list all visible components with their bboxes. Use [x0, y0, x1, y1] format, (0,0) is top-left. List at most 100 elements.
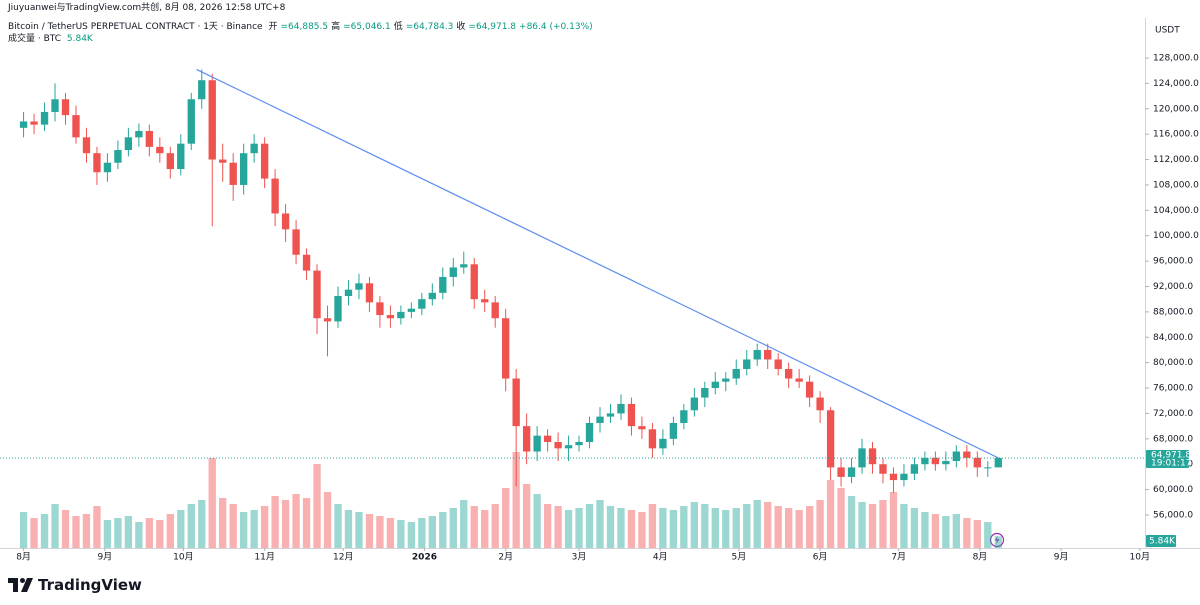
volume-bar — [952, 514, 961, 548]
candle-body — [260, 143, 269, 179]
y-tick-label: 76,000.0 — [1153, 384, 1193, 394]
volume-bar — [355, 512, 363, 548]
candle-body — [606, 413, 615, 417]
volume-bar — [250, 510, 258, 548]
volume-bar — [575, 508, 583, 548]
volume-bar — [585, 504, 594, 548]
candle-body — [386, 315, 395, 319]
brand[interactable]: TradingView — [38, 576, 142, 594]
alert-bolt[interactable] — [994, 535, 1000, 545]
currency-label: USDT — [1155, 26, 1180, 36]
volume-bar — [19, 512, 28, 548]
volume-bar — [418, 518, 426, 548]
candle-body — [868, 448, 877, 465]
candle-body — [82, 137, 91, 154]
volume-bar — [837, 488, 845, 548]
candle-body — [984, 467, 992, 469]
volume-label-box — [1146, 535, 1176, 547]
candle-body — [659, 438, 667, 449]
y-tick-label: 92,000.0 — [1153, 282, 1193, 292]
volume-bar — [994, 536, 1002, 548]
volume-bar — [774, 506, 782, 548]
volume-name: 成交量 · BTC — [8, 34, 62, 44]
ohlc-value: =64,885.5 — [280, 22, 329, 32]
last-price-box — [1146, 450, 1189, 469]
y-tick-label: 84,000.0 — [1153, 333, 1193, 343]
candle-body — [722, 378, 730, 382]
candle-body — [784, 369, 793, 379]
volume-bar — [30, 518, 38, 548]
volume-bar — [386, 518, 395, 548]
volume-bar — [764, 502, 772, 548]
y-tick-label: 128,000.0 — [1153, 53, 1199, 63]
volume-bar — [407, 522, 416, 548]
x-tick-label: 3月 — [572, 552, 587, 563]
volume-bar — [711, 508, 719, 548]
ohlc-value: =64,971.8 — [468, 22, 517, 32]
volume-bar — [596, 500, 604, 548]
x-tick-label: 2月 — [498, 552, 513, 563]
logo-icon[interactable] — [8, 577, 34, 593]
candle-body — [963, 451, 971, 458]
alert-icon[interactable] — [989, 532, 1005, 548]
candle-body — [449, 267, 457, 277]
candle-body — [156, 146, 164, 154]
candle-body — [638, 426, 646, 430]
x-tick-label: 11月 — [254, 552, 274, 563]
y-tick-label: 108,000.0 — [1153, 180, 1199, 190]
volume-bar — [114, 518, 122, 548]
candle-body — [114, 150, 122, 163]
candle-body — [302, 254, 311, 271]
x-tick-label: 10月 — [173, 552, 193, 563]
candle-body — [764, 349, 772, 360]
candle-body — [407, 308, 416, 312]
candle-body — [900, 473, 908, 481]
x-tick-label: 9月 — [97, 552, 112, 563]
y-tick-label: 96,000.0 — [1153, 257, 1193, 267]
volume-bar — [313, 464, 321, 548]
volume-bars — [19, 452, 1002, 548]
x-tick-label: 8月 — [16, 552, 31, 563]
candle-body — [910, 464, 919, 474]
candle-body — [481, 299, 489, 303]
y-tick-label: 80,000.0 — [1153, 358, 1193, 368]
volume-bar — [554, 506, 562, 548]
volume-bar — [984, 522, 992, 548]
volume-bar — [638, 512, 646, 548]
y-tick-label: 68,000.0 — [1153, 434, 1193, 444]
candle-body — [575, 442, 583, 446]
candle-body — [627, 403, 636, 427]
volume-bar — [302, 498, 311, 548]
x-tick-label: 4月 — [653, 552, 668, 563]
candle-body — [648, 429, 657, 449]
candle-body — [219, 159, 227, 163]
volume-bar — [910, 508, 919, 548]
candle-body — [376, 302, 384, 316]
candle-body — [281, 213, 290, 230]
candle-body — [198, 80, 206, 100]
volume-bar — [145, 518, 154, 548]
volume-bar — [816, 500, 824, 548]
x-tick-label: 7月 — [891, 552, 906, 563]
ohlc-key: 高 — [331, 22, 341, 32]
volume-bar — [743, 504, 751, 548]
candle-body — [323, 318, 332, 322]
volume-bar — [240, 512, 248, 548]
candle-body — [533, 435, 541, 452]
candle-body — [313, 270, 321, 319]
volume-bar — [51, 504, 59, 548]
x-tick-label: 6月 — [813, 552, 828, 563]
candle-body — [795, 378, 803, 382]
y-tick-label: 116,000.0 — [1153, 130, 1199, 140]
candle-body — [502, 318, 510, 379]
volume-bar — [617, 508, 625, 548]
candle-body — [72, 115, 80, 138]
volume-bar — [680, 506, 688, 548]
logo[interactable]: TradingView — [8, 576, 142, 594]
x-tick-label: 12月 — [333, 552, 353, 563]
candle-body — [889, 473, 898, 481]
candle-body — [135, 130, 143, 138]
volume-bar — [61, 510, 70, 548]
